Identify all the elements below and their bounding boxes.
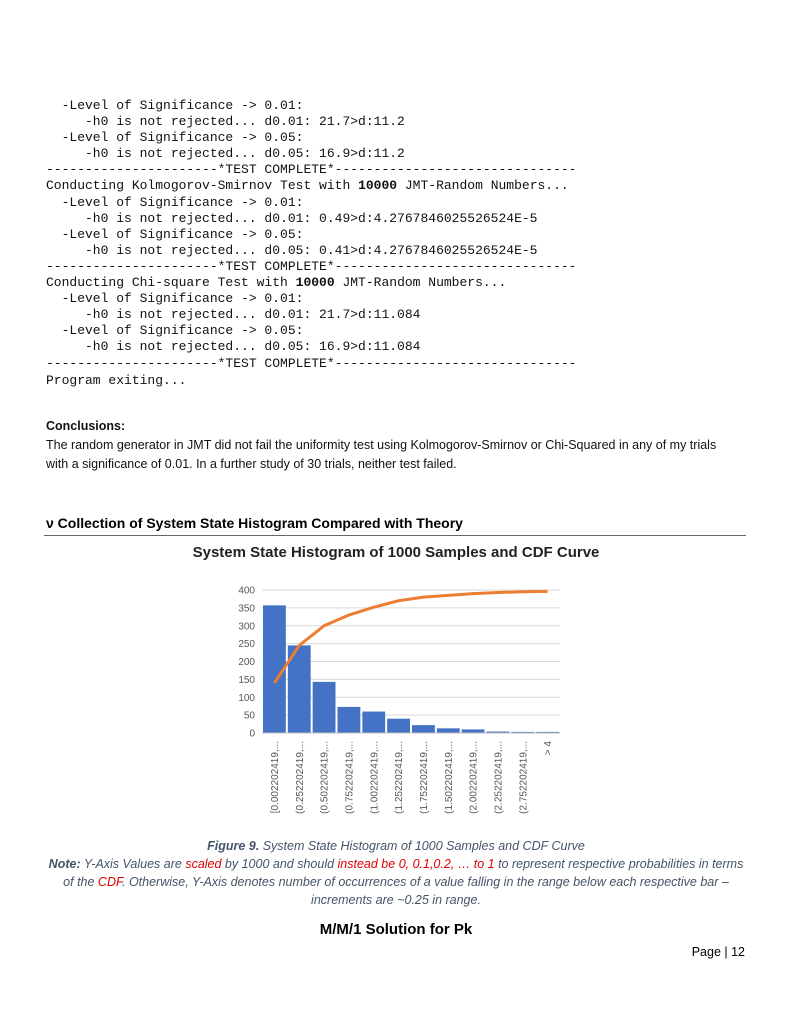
code-text: Program exiting... xyxy=(46,372,187,388)
section-heading: ν Collection of System State Histogram C… xyxy=(46,515,463,531)
note-text: . Otherwise, Y-Axis denotes number of oc… xyxy=(122,875,729,907)
code-text: -Level of Significance -> 0.05: xyxy=(46,323,304,339)
code-text: JMT-Random Numbers... xyxy=(397,178,569,194)
note-text: by 1000 and should xyxy=(221,857,338,871)
code-text: Conducting Kolmogorov-Smirnov Test with xyxy=(46,178,359,194)
x-tick-label: [0.002202419,... xyxy=(270,741,281,813)
x-tick-label: (0.502202419,... xyxy=(320,741,331,814)
note-text: Y-Axis Values are xyxy=(80,857,186,871)
code-text: -h0 is not rejected... d0.01: 21.7>d:11.… xyxy=(46,114,405,130)
x-tick-label: (0.752202419,... xyxy=(344,741,355,814)
bar xyxy=(263,605,286,733)
code-text: -Level of Significance -> 0.01: xyxy=(46,98,304,113)
figure-note: Note: Y-Axis Values are scaled by 1000 a… xyxy=(46,855,746,909)
code-text: -Level of Significance -> 0.01: xyxy=(46,194,304,210)
code-text: -h0 is not rejected... d0.05: 16.9>d:11.… xyxy=(46,339,421,355)
y-tick-label: 400 xyxy=(238,586,255,597)
x-tick-label: (1.502202419,... xyxy=(444,741,455,814)
next-heading: M/M/1 Solution for Pk xyxy=(319,921,473,938)
caption: Figure 9. System State Histogram of 1000… xyxy=(46,837,746,909)
note-text: CDF xyxy=(97,875,123,889)
code-text: ----------------------*TEST COMPLETE*---… xyxy=(46,258,577,274)
conclusions-text: The random generator in JMT did not fail… xyxy=(46,438,717,471)
code-line: -h0 is not rejected... d0.01: 0.49>d:4.2… xyxy=(46,211,577,227)
code-line: ----------------------*TEST COMPLETE*---… xyxy=(46,259,577,275)
note-text: scaled xyxy=(185,857,222,871)
conclusions-heading: Conclusions: xyxy=(46,419,126,433)
code-line: Conducting Chi-square Test with 10000 JM… xyxy=(46,275,577,291)
code-text: -h0 is not rejected... d0.01: 0.49>d:4.2… xyxy=(46,210,538,226)
code-text: Conducting Chi-square Test with xyxy=(46,275,296,291)
code-line: -h0 is not rejected... d0.05: 16.9>d:11.… xyxy=(46,146,577,162)
y-tick-label: 300 xyxy=(238,621,255,632)
note-text: instead be 0, 0.1,0.2, … to 1 xyxy=(337,857,495,871)
x-tick-label: (1.252202419,... xyxy=(394,741,405,814)
bar xyxy=(312,681,336,733)
bar xyxy=(362,711,386,733)
bar xyxy=(412,725,435,733)
code-line: ----------------------*TEST COMPLETE*---… xyxy=(46,162,577,178)
figure-label: Figure 9. xyxy=(207,839,260,853)
code-line: -h0 is not rejected... d0.01: 21.7>d:11.… xyxy=(46,114,577,130)
y-tick-label: 250 xyxy=(238,639,255,650)
note-label: Note: xyxy=(48,857,81,871)
bar xyxy=(511,731,535,733)
y-tick-label: 50 xyxy=(244,711,256,722)
code-text: ----------------------*TEST COMPLETE*---… xyxy=(46,162,577,178)
figure-title: System State Histogram of 1000 Samples a… xyxy=(259,839,585,853)
code-text: -h0 is not rejected... d0.05: 0.41>d:4.2… xyxy=(46,242,538,258)
code-line: ----------------------*TEST COMPLETE*---… xyxy=(46,356,577,372)
note-text: to represent respective probabilities in… xyxy=(63,857,744,889)
code-text: 10000 xyxy=(358,178,398,194)
code-text: 10000 xyxy=(295,275,335,291)
y-tick-label: 0 xyxy=(249,729,255,740)
code-line: -Level of Significance -> 0.05: xyxy=(46,227,577,243)
y-tick-label: 150 xyxy=(238,675,255,686)
code-line: -Level of Significance -> 0.01: xyxy=(46,98,577,114)
y-tick-label: 350 xyxy=(238,603,255,614)
code-text: -h0 is not rejected... d0.05: 16.9>d:11.… xyxy=(46,146,405,162)
code-line: Conducting Kolmogorov-Smirnov Test with … xyxy=(46,178,577,194)
rule xyxy=(44,535,746,536)
code-text: JMT-Random Numbers... xyxy=(334,275,507,291)
figure-caption: Figure 9. System State Histogram of 1000… xyxy=(46,837,746,855)
code-text: -Level of Significance -> 0.05: xyxy=(46,226,304,242)
bar xyxy=(387,718,410,733)
code-text: -h0 is not rejected... d0.01: 21.7>d:11.… xyxy=(46,307,421,323)
x-tick-label: (2.752202419,... xyxy=(518,741,529,814)
page-number: Page | 12 xyxy=(691,945,745,959)
x-tick-label: (1.752202419,... xyxy=(419,741,430,814)
x-tick-label: > 4 xyxy=(543,741,554,756)
code-line: -Level of Significance -> 0.05: xyxy=(46,323,577,339)
bar xyxy=(436,728,460,733)
y-tick-label: 200 xyxy=(238,657,255,668)
x-tick-label: (2.002202419,... xyxy=(469,741,480,814)
bar xyxy=(287,645,311,733)
code-line: -Level of Significance -> 0.01: xyxy=(46,291,577,307)
bar xyxy=(486,731,510,733)
x-tick-label: (0.252202419,... xyxy=(295,741,306,814)
bar xyxy=(337,706,361,733)
y-tick-label: 100 xyxy=(238,693,255,704)
code-text: -Level of Significance -> 0.01: xyxy=(46,291,304,307)
code-line: -h0 is not rejected... d0.01: 21.7>d:11.… xyxy=(46,307,577,323)
code-line: -Level of Significance -> 0.01: xyxy=(46,195,577,211)
cdf-line xyxy=(273,589,548,684)
code-line: Program exiting... xyxy=(46,373,577,389)
code-line: -Level of Significance -> 0.05: xyxy=(46,130,577,146)
code-text: ----------------------*TEST COMPLETE*---… xyxy=(46,355,577,371)
code-line: -h0 is not rejected... d0.05: 16.9>d:11.… xyxy=(46,339,577,355)
chart-title: System State Histogram of 1000 Samples a… xyxy=(193,544,600,561)
x-tick-label: (2.252202419,... xyxy=(493,741,504,814)
bar xyxy=(461,729,485,733)
bar xyxy=(536,731,559,733)
code-text: -Level of Significance -> 0.05: xyxy=(46,130,304,146)
code-line: -h0 is not rejected... d0.05: 0.41>d:4.2… xyxy=(46,243,577,259)
x-tick-label: (1.002202419,... xyxy=(369,741,380,814)
console-output: -Level of Significance -> 0.01: -h0 is n… xyxy=(46,98,577,389)
chart: System State Histogram of 1000 Samples a… xyxy=(193,544,600,814)
